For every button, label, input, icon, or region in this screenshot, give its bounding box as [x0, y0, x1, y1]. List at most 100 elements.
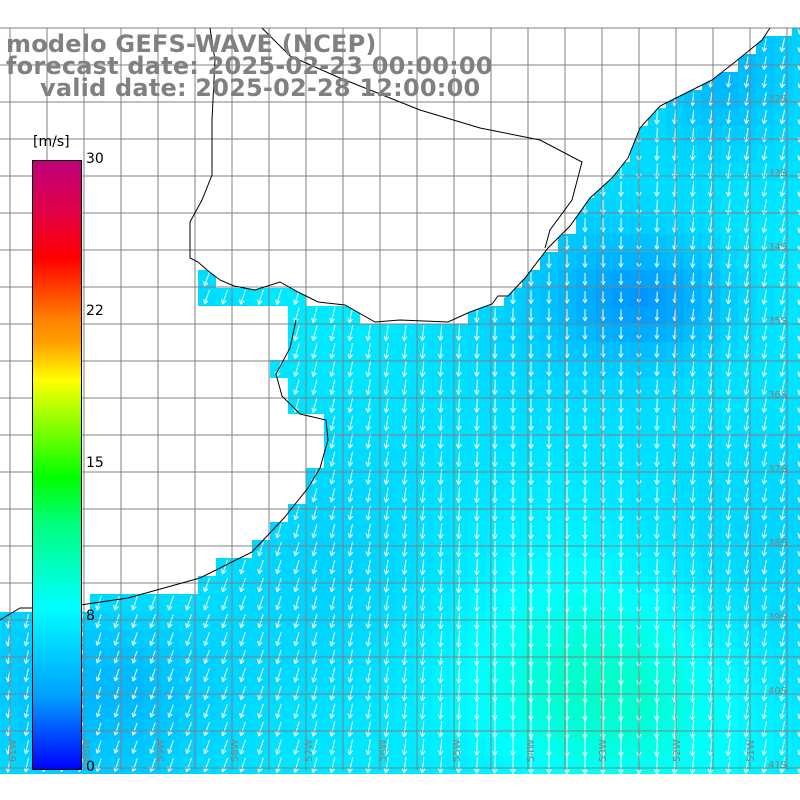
wind-arrow	[528, 719, 534, 739]
wind-arrow	[347, 397, 354, 413]
wind-arrow	[455, 702, 462, 720]
wind-speed-cell	[792, 270, 800, 288]
wind-arrow	[275, 289, 282, 305]
wind-arrow	[528, 612, 534, 631]
wind-arrow	[474, 307, 480, 323]
wind-arrow	[383, 325, 390, 342]
wind-arrow	[473, 738, 480, 756]
wind-arrow	[618, 451, 624, 467]
wind-arrow	[654, 254, 660, 268]
wind-arrow	[618, 379, 624, 395]
wind-arrow	[546, 344, 552, 359]
wind-arrow	[275, 595, 282, 611]
wind-arrow	[455, 756, 462, 774]
wind-arrow	[329, 379, 336, 395]
wind-arrow	[689, 487, 696, 503]
wind-arrow	[492, 487, 498, 504]
wind-arrow	[510, 540, 516, 558]
wind-arrow	[401, 361, 408, 377]
wind-arrow	[257, 289, 264, 305]
wind-arrow	[582, 558, 588, 576]
wind-arrow	[149, 740, 156, 754]
wind-arrow	[401, 415, 408, 431]
wind-arrow	[725, 361, 732, 377]
wind-arrow	[510, 576, 516, 594]
wind-arrow	[761, 738, 768, 756]
wind-arrow	[293, 505, 300, 521]
wind-arrow	[779, 289, 786, 305]
wind-arrow	[654, 291, 660, 303]
wind-arrow	[689, 451, 696, 467]
wind-arrow	[437, 757, 444, 774]
wind-arrow	[365, 685, 372, 701]
wind-arrow	[510, 756, 516, 774]
wind-arrow	[167, 686, 174, 700]
wind-arrow	[95, 632, 102, 646]
wind-arrow	[257, 577, 264, 593]
wind-arrow	[437, 702, 444, 720]
wind-arrow	[707, 702, 714, 720]
wind-arrow	[582, 505, 588, 522]
wind-arrow	[492, 540, 498, 558]
wind-arrow	[95, 614, 102, 629]
wind-arrow	[708, 272, 714, 286]
wind-arrow	[473, 576, 480, 594]
wind-arrow	[528, 540, 534, 558]
wind-arrow	[618, 309, 624, 321]
wind-arrow	[528, 379, 534, 395]
wind-arrow	[779, 307, 786, 323]
wind-arrow	[365, 487, 372, 503]
wind-arrow	[779, 271, 786, 287]
wind-arrow	[743, 505, 750, 521]
wind-arrow	[185, 704, 192, 718]
wind-arrow	[725, 666, 732, 684]
wind-arrow	[329, 505, 336, 521]
wind-arrow	[689, 684, 696, 703]
wind-arrow	[779, 703, 786, 720]
wind-arrow	[582, 254, 588, 268]
wind-arrow	[311, 613, 318, 629]
wind-speed-cell	[792, 468, 800, 486]
wind-arrow	[473, 594, 480, 612]
wind-arrow	[293, 613, 300, 629]
wind-arrow	[437, 523, 444, 539]
wind-arrow	[528, 683, 534, 703]
wind-arrow	[437, 738, 444, 756]
wind-arrow	[546, 272, 552, 286]
wind-arrow	[383, 397, 390, 413]
wind-arrow	[347, 757, 354, 774]
wind-arrow	[779, 253, 786, 269]
wind-arrow	[546, 540, 552, 558]
wind-arrow	[275, 541, 282, 557]
wind-arrow	[311, 577, 318, 593]
wind-arrow	[311, 757, 318, 773]
longitude-label: 59W	[156, 739, 167, 762]
wind-speed-cell	[792, 756, 800, 774]
wind-arrow	[347, 559, 354, 575]
wind-arrow	[654, 433, 660, 449]
wind-arrow	[239, 577, 246, 593]
wind-arrow	[779, 217, 786, 233]
wind-arrow	[510, 630, 516, 649]
wind-arrow	[708, 110, 714, 124]
wind-arrow	[779, 505, 786, 521]
wind-arrow	[492, 720, 498, 738]
wind-arrow	[474, 397, 480, 413]
wind-arrow	[437, 630, 444, 648]
wind-arrow	[779, 145, 786, 161]
wind-arrow	[347, 451, 354, 467]
wind-arrow	[437, 379, 444, 395]
wind-arrow	[546, 737, 552, 757]
wind-arrow	[383, 361, 390, 377]
wind-arrow	[582, 487, 588, 504]
wind-arrow	[492, 361, 498, 377]
wind-arrow	[275, 703, 282, 719]
wind-arrow	[743, 577, 750, 593]
wind-arrow	[528, 701, 534, 721]
wind-arrow	[689, 415, 696, 431]
wind-arrow	[546, 433, 552, 449]
wind-arrow	[510, 433, 516, 449]
wind-arrow	[455, 612, 462, 630]
wind-arrow	[761, 379, 768, 395]
